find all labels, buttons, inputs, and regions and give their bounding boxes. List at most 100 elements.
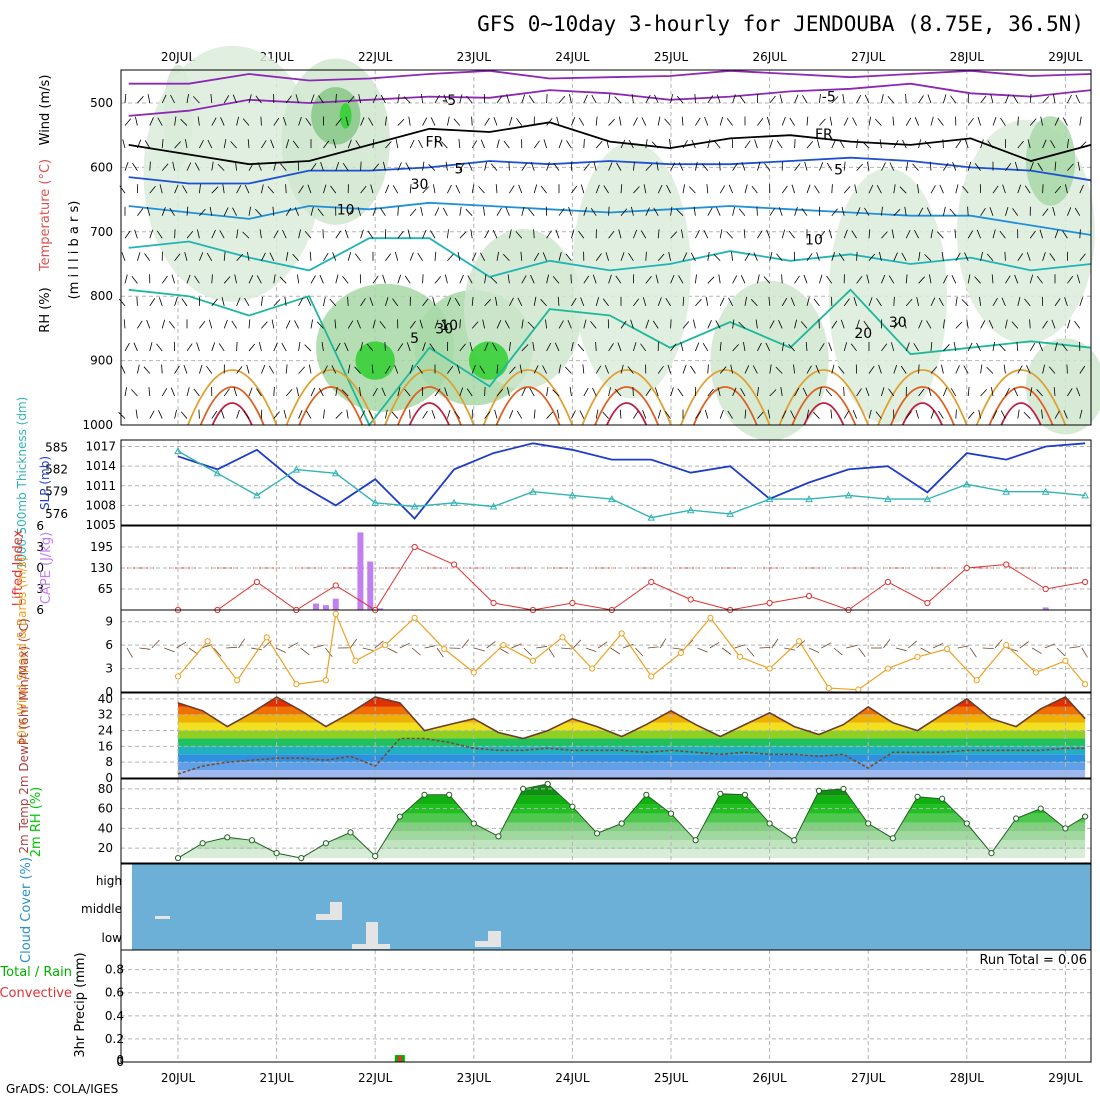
rh-shading (339, 103, 352, 129)
wind-barb (1038, 342, 1043, 352)
wind-barb (657, 409, 662, 419)
surface-wind-barb (635, 647, 644, 657)
wind-tick: 3 (105, 662, 113, 676)
surface-wind-barb (697, 647, 708, 653)
wind-barb (283, 409, 287, 419)
wind-barb (434, 388, 441, 397)
cape-bar (1042, 607, 1049, 610)
wind-barb (905, 274, 908, 284)
wind-barb (841, 206, 845, 216)
thickness-marker (568, 491, 577, 499)
wind-barb (592, 387, 597, 397)
wind-barb (961, 299, 969, 307)
wind-barb (422, 298, 429, 307)
wind-barb (641, 117, 647, 126)
cape-tick: 130 (90, 561, 113, 575)
wind-barb (385, 297, 389, 306)
wind-barb (397, 94, 400, 104)
surface-wind-barb (585, 647, 597, 652)
precip-tick: 0.2 (105, 1032, 124, 1046)
wind-barb (1014, 161, 1019, 171)
wind-barb (459, 343, 466, 352)
wind-barb (553, 162, 560, 171)
wind-barb (193, 388, 200, 397)
wind-barb (992, 116, 997, 126)
wind-barb (843, 342, 848, 352)
wind-barb (806, 365, 812, 374)
thickness-slp-panel (120, 439, 1092, 526)
wind-barb (209, 206, 213, 216)
wind-barb (1017, 297, 1021, 306)
rh-marker (1062, 825, 1069, 832)
wind-barb (608, 206, 610, 216)
wind-barb (455, 184, 461, 194)
wind-barb (558, 364, 561, 374)
wind-barb (943, 275, 948, 284)
wind-barb (1049, 253, 1056, 262)
wind-barb (304, 231, 312, 239)
wind-barb (385, 116, 387, 126)
wind-barb (199, 320, 206, 329)
wind-barb (893, 296, 895, 306)
surface-wind-barb (151, 639, 160, 649)
wind-barb (124, 342, 130, 352)
isotherm-arch (298, 386, 364, 426)
wind-barb (640, 230, 647, 239)
wind-barb (1011, 321, 1019, 329)
date-label-top: 29JUL (1048, 50, 1083, 64)
thickness-marker (1081, 491, 1089, 499)
li-tick: 6 (36, 519, 44, 533)
date-label-bottom: 25JUL (654, 1071, 689, 1085)
wind-barb (211, 410, 218, 419)
wind-barb (670, 206, 673, 216)
wind-barb (1036, 275, 1043, 284)
wind-barb (236, 409, 240, 419)
date-label-top: 28JUL (950, 50, 985, 64)
wind-barb (929, 274, 932, 284)
wind-barb (645, 276, 652, 284)
wind-barb (980, 95, 987, 104)
wind-barb (604, 364, 609, 374)
wind-barb (405, 162, 411, 171)
wind-barb (980, 389, 987, 397)
wind-barb (161, 388, 168, 397)
wind-barb (310, 94, 315, 104)
wind-barb (430, 230, 436, 239)
wind-barb (431, 409, 436, 419)
wind-barb (318, 95, 324, 104)
wind-barb (793, 364, 795, 374)
wind-barb (471, 140, 478, 149)
wind-barb (298, 341, 301, 351)
wind-barb (248, 94, 252, 104)
wind-barb (148, 387, 151, 397)
wind-barb (566, 140, 572, 149)
wind-barb (342, 276, 349, 284)
wind-barb (309, 364, 312, 374)
wind-tick: 6 (105, 638, 113, 652)
wind-barb (509, 341, 511, 351)
rh-marker (273, 850, 280, 857)
wind-barb (1067, 94, 1072, 104)
wind-barb (1005, 387, 1010, 397)
wind-barb (616, 162, 622, 171)
isotherm-label: FR (425, 135, 443, 151)
wind-barb (149, 161, 151, 171)
wind-tick: 9 (105, 615, 113, 629)
wind-barb (866, 274, 870, 284)
isotherm-line (128, 69, 1092, 85)
isotherm-line (128, 237, 1092, 278)
wind-barb (445, 274, 448, 284)
wind-barb (715, 320, 721, 329)
thickness-tick: 576 (45, 507, 68, 521)
wind-barb (430, 117, 436, 126)
surface-wind-barb (1056, 647, 1066, 657)
wind-barb (1042, 96, 1049, 104)
wind-barb (955, 252, 961, 261)
wind-barb (878, 364, 882, 374)
wind-barb (705, 296, 709, 306)
date-label-bottom: 24JUL (555, 1071, 590, 1085)
surface-wind-barb (969, 647, 977, 658)
wind-barb (407, 229, 411, 239)
wind-barb (726, 118, 733, 126)
temp-band (178, 730, 1086, 739)
